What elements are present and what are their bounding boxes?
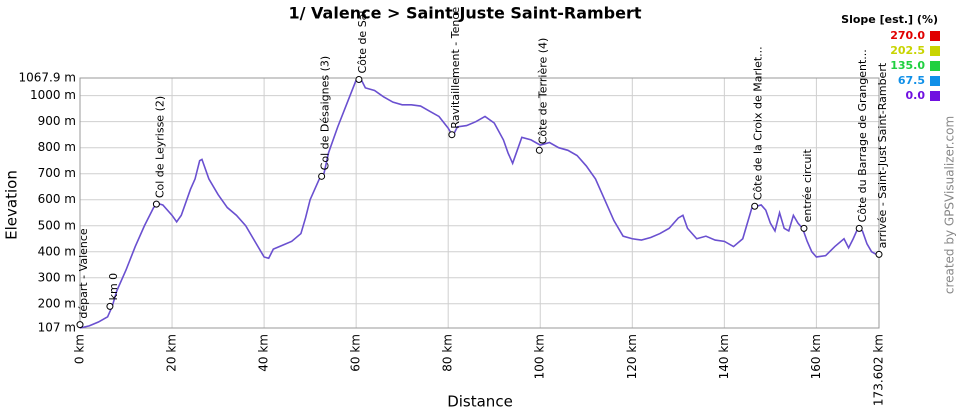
waypoint-label: départ - Valence (77, 228, 90, 319)
waypoint-label: Côte de Sai (356, 11, 369, 74)
x-tick-label: 140 km (717, 334, 731, 379)
waypoint-marker (355, 76, 363, 84)
waypoint-label: km 0 (107, 273, 120, 301)
waypoint-label: Ravitaillement - Tence (449, 7, 462, 129)
x-tick-label: 40 km (257, 334, 271, 372)
legend-label: 67.5 (898, 74, 925, 87)
y-tick-label: 200 m (38, 296, 76, 310)
waypoint-marker (76, 321, 84, 329)
y-tick-label: 900 m (38, 114, 76, 128)
waypoint-marker (751, 202, 759, 210)
waypoint-label: arrivée - Saint-Just Saint-Rambert (876, 62, 889, 248)
legend-swatch (930, 31, 940, 41)
waypoint-label: Côte de la Croix de Marlet... (752, 46, 765, 200)
credit: created by GPSVisualizer.com (943, 116, 957, 294)
x-tick-label: 0 km (73, 334, 87, 364)
legend-label: 0.0 (906, 89, 926, 102)
legend-swatch (930, 46, 940, 56)
waypoint-marker (535, 146, 543, 154)
plot-border (79, 77, 880, 329)
y-tick-label: 600 m (38, 192, 76, 206)
y-tick-label: 1000 m (30, 88, 76, 102)
waypoint-label: entrée circuit (801, 149, 814, 223)
legend-swatch (930, 91, 940, 101)
waypoint-marker (875, 250, 883, 258)
waypoint-label: Col de Désaignes (3) (319, 56, 332, 171)
legend-swatch (930, 76, 940, 86)
legend-title: Slope [est.] (%) (841, 13, 938, 26)
x-tick-label: 173.602 km (872, 334, 886, 406)
waypoint-marker (106, 302, 114, 310)
x-tick-label: 120 km (625, 334, 639, 379)
waypoint-label: Col de Leyrisse (2) (153, 96, 166, 198)
y-tick-label: 700 m (38, 166, 76, 180)
y-tick-label: 500 m (38, 218, 76, 232)
waypoint-label: Côte de Terrière (4) (536, 38, 549, 145)
y-tick-label: 1067.9 m (19, 71, 77, 85)
legend-label: 202.5 (890, 44, 925, 57)
legend-label: 270.0 (890, 29, 925, 42)
y-tick-label: 300 m (38, 270, 76, 284)
y-tick-label: 400 m (38, 244, 76, 258)
x-tick-label: 160 km (809, 334, 823, 379)
elevation-line (79, 77, 879, 329)
waypoint-marker (152, 200, 160, 208)
x-tick-label: 80 km (441, 334, 455, 372)
waypoint-marker (855, 224, 863, 232)
chart-title: 1/ Valence > Saint-Juste Saint-Rambert (289, 4, 642, 23)
legend-label: 135.0 (890, 59, 925, 72)
x-tick-label: 20 km (165, 334, 179, 372)
y-axis-label: Elevation (3, 170, 21, 240)
x-axis-label: Distance (447, 393, 513, 411)
waypoint-label: Côte du Barrage de Grangent... (856, 49, 869, 222)
y-tick-label: 107 m (38, 321, 76, 335)
x-tick-label: 60 km (349, 334, 363, 372)
y-tick-label: 800 m (38, 140, 76, 154)
waypoint-marker (448, 131, 456, 139)
waypoint-marker (800, 224, 808, 232)
x-tick-label: 100 km (533, 334, 547, 379)
legend-swatch (930, 61, 940, 71)
waypoint-marker (318, 172, 326, 180)
